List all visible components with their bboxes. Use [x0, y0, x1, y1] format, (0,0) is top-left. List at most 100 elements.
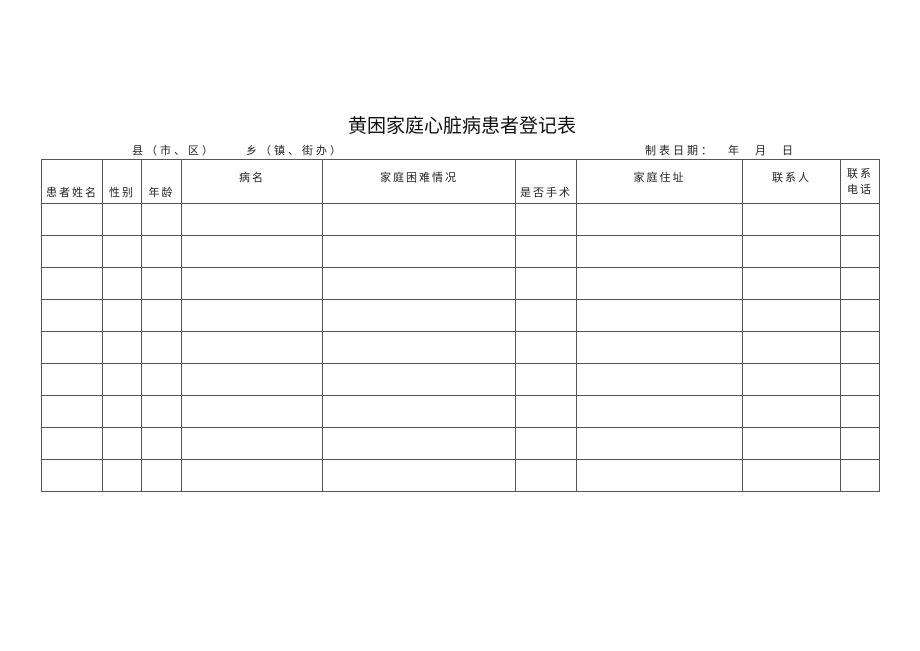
- table-cell[interactable]: [102, 331, 142, 364]
- table-cell[interactable]: [515, 203, 577, 236]
- table-cell[interactable]: [322, 363, 516, 396]
- table-row: [41, 331, 880, 364]
- table-cell[interactable]: [102, 235, 142, 268]
- table-cell[interactable]: [41, 459, 103, 492]
- table-cell[interactable]: [141, 203, 182, 236]
- table-cell[interactable]: [322, 331, 516, 364]
- table-row: [41, 459, 880, 492]
- table-cell[interactable]: [322, 459, 516, 492]
- table-cell[interactable]: [181, 427, 323, 460]
- register-table: 患者姓名 性别 年龄 病名 家庭困难情况 是否手术 家庭住址 联系人 联系电话: [41, 159, 880, 492]
- table-cell[interactable]: [840, 427, 880, 460]
- table-cell[interactable]: [576, 331, 743, 364]
- table-cell[interactable]: [181, 235, 323, 268]
- table-cell[interactable]: [41, 363, 103, 396]
- table-cell[interactable]: [181, 459, 323, 492]
- table-cell[interactable]: [181, 363, 323, 396]
- col-hardship: 家庭困难情况: [322, 159, 516, 204]
- table-cell[interactable]: [41, 427, 103, 460]
- table-cell[interactable]: [102, 363, 142, 396]
- table-cell[interactable]: [102, 267, 142, 300]
- table-cell[interactable]: [141, 331, 182, 364]
- table-row: [41, 395, 880, 428]
- county-label: 县（市、区）: [132, 144, 216, 157]
- table-cell[interactable]: [102, 459, 142, 492]
- table-cell[interactable]: [742, 331, 841, 364]
- table-cell[interactable]: [515, 299, 577, 332]
- table-cell[interactable]: [181, 299, 323, 332]
- table-cell[interactable]: [742, 235, 841, 268]
- table-cell[interactable]: [576, 395, 743, 428]
- table-cell[interactable]: [515, 363, 577, 396]
- table-cell[interactable]: [41, 331, 103, 364]
- table-cell[interactable]: [576, 427, 743, 460]
- table-cell[interactable]: [181, 331, 323, 364]
- table-cell[interactable]: [41, 235, 103, 268]
- table-cell[interactable]: [840, 267, 880, 300]
- table-cell[interactable]: [515, 427, 577, 460]
- table-cell[interactable]: [515, 459, 577, 492]
- table-cell[interactable]: [181, 267, 323, 300]
- table-cell[interactable]: [41, 267, 103, 300]
- table-cell[interactable]: [742, 203, 841, 236]
- table-row: [41, 299, 880, 332]
- table-cell[interactable]: [742, 459, 841, 492]
- table-cell[interactable]: [141, 363, 182, 396]
- table-cell[interactable]: [322, 427, 516, 460]
- table-cell[interactable]: [141, 299, 182, 332]
- table-cell[interactable]: [181, 395, 323, 428]
- table-cell[interactable]: [742, 427, 841, 460]
- table-cell[interactable]: [576, 203, 743, 236]
- table-cell[interactable]: [322, 395, 516, 428]
- header-row: 患者姓名 性别 年龄 病名 家庭困难情况 是否手术 家庭住址 联系人 联系电话: [41, 159, 880, 204]
- table-cell[interactable]: [742, 299, 841, 332]
- table-cell[interactable]: [515, 331, 577, 364]
- table-cell[interactable]: [141, 235, 182, 268]
- table-cell[interactable]: [840, 235, 880, 268]
- table-row: [41, 267, 880, 300]
- page-title: 黄困家庭心脏病患者登记表: [347, 115, 576, 137]
- col-age: 年龄: [141, 159, 182, 204]
- table-cell[interactable]: [41, 395, 103, 428]
- table-cell[interactable]: [742, 363, 841, 396]
- table-cell[interactable]: [41, 203, 103, 236]
- table-cell[interactable]: [742, 267, 841, 300]
- col-gender: 性别: [102, 159, 142, 204]
- table-cell[interactable]: [515, 395, 577, 428]
- table-cell[interactable]: [840, 459, 880, 492]
- table-cell[interactable]: [141, 395, 182, 428]
- table-cell[interactable]: [840, 363, 880, 396]
- table-cell[interactable]: [322, 235, 516, 268]
- table-cell[interactable]: [41, 299, 103, 332]
- table-cell[interactable]: [322, 267, 516, 300]
- table-row: [41, 235, 880, 268]
- table-cell[interactable]: [576, 299, 743, 332]
- col-address: 家庭住址: [576, 159, 743, 204]
- table-cell[interactable]: [840, 203, 880, 236]
- table-cell[interactable]: [141, 267, 182, 300]
- table-cell[interactable]: [141, 427, 182, 460]
- table-cell[interactable]: [322, 299, 516, 332]
- table-cell[interactable]: [102, 299, 142, 332]
- table-cell[interactable]: [576, 267, 743, 300]
- table-cell[interactable]: [322, 203, 516, 236]
- table-cell[interactable]: [840, 299, 880, 332]
- table-cell[interactable]: [515, 267, 577, 300]
- table-cell[interactable]: [576, 235, 743, 268]
- table-cell[interactable]: [576, 459, 743, 492]
- table-cell[interactable]: [742, 395, 841, 428]
- table-cell[interactable]: [141, 459, 182, 492]
- township-label: 乡（镇、街办）: [246, 144, 344, 157]
- table-cell[interactable]: [840, 395, 880, 428]
- table-cell[interactable]: [515, 235, 577, 268]
- col-disease: 病名: [181, 159, 323, 204]
- table-cell[interactable]: [102, 427, 142, 460]
- table-row: [41, 203, 880, 236]
- table-cell[interactable]: [102, 395, 142, 428]
- col-contact: 联系人: [742, 159, 841, 204]
- table-cell[interactable]: [840, 331, 880, 364]
- table-row: [41, 427, 880, 460]
- table-cell[interactable]: [102, 203, 142, 236]
- table-cell[interactable]: [181, 203, 323, 236]
- table-cell[interactable]: [576, 363, 743, 396]
